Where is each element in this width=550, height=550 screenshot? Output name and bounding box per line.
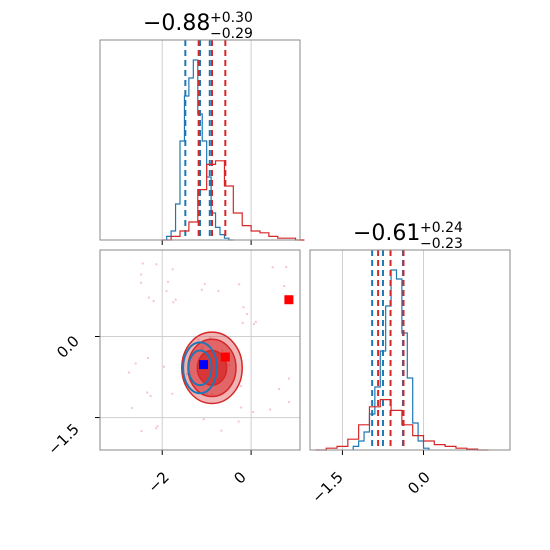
title-bottom-right-minus: −0.23	[420, 236, 463, 252]
scatter-point	[166, 280, 169, 283]
panel-frame	[99, 39, 301, 241]
scatter-point	[134, 362, 137, 365]
scatter-point	[209, 336, 212, 339]
scatter-point	[139, 281, 142, 284]
scatter-point	[155, 427, 158, 430]
scatter-point	[285, 266, 288, 269]
scatter-point	[203, 282, 206, 285]
scatter-point	[252, 323, 255, 326]
y-tick-label-0: 0.0	[53, 332, 83, 362]
scatter-point	[202, 418, 205, 421]
scatter-point	[172, 301, 175, 304]
truth-marker	[220, 352, 230, 362]
scatter-point	[200, 288, 203, 291]
scatter-point	[238, 283, 241, 286]
scatter-point	[146, 391, 149, 394]
title-bottom-right: −0.61	[353, 221, 420, 246]
scatter-point	[147, 356, 150, 359]
scatter-point	[155, 263, 158, 266]
scatter-point	[147, 296, 150, 299]
scatter-point	[127, 371, 130, 374]
scatter-point	[197, 338, 200, 341]
scatter-point	[252, 410, 255, 413]
scatter-point	[156, 425, 159, 428]
histogram-series	[162, 160, 305, 241]
contour-level	[182, 341, 218, 395]
scatter-point	[220, 429, 223, 432]
histogram-series	[352, 269, 430, 450]
panel-top-left	[99, 39, 305, 245]
scatter-point	[186, 373, 189, 376]
scatter-point	[140, 430, 143, 433]
scatter-point	[287, 377, 290, 380]
truth-marker	[284, 295, 294, 305]
scatter-point	[171, 392, 174, 395]
scatter-point	[241, 321, 244, 324]
scatter-point	[269, 408, 272, 411]
x-tick-label-right-1: 0.0	[404, 468, 434, 498]
x-tick-label-right-0: −1.5	[308, 468, 346, 506]
scatter-point	[140, 273, 143, 276]
scatter-point	[171, 268, 174, 271]
histogram-series	[315, 399, 489, 451]
contour-level	[187, 349, 213, 387]
y-tick-label-1: −1.5	[44, 420, 82, 458]
scatter-point	[217, 290, 220, 293]
x-tick-label-left-1: 0	[230, 468, 249, 487]
scatter-point	[152, 300, 155, 303]
panel-frame	[99, 249, 301, 451]
scatter-point	[278, 388, 281, 391]
scatter-point	[288, 401, 291, 404]
x-tick-label-left-0: −2	[144, 468, 172, 496]
scatter-point	[246, 313, 249, 316]
scatter-point	[130, 407, 133, 410]
panel-frame	[309, 249, 511, 451]
title-top-left-plus: +0.30	[210, 10, 253, 26]
scatter-point	[242, 306, 245, 309]
scatter-point	[271, 266, 274, 269]
scatter-point	[254, 320, 257, 323]
scatter-point	[283, 284, 286, 287]
title-top-left-minus: −0.29	[210, 26, 253, 42]
panel-bottom-left	[95, 249, 301, 455]
title-bottom-right-plus: +0.24	[420, 220, 463, 236]
scatter-point	[237, 420, 240, 423]
scatter-point	[163, 365, 166, 368]
title-top-left: −0.88	[143, 11, 210, 36]
scatter-point	[240, 406, 243, 409]
scatter-point	[165, 290, 168, 293]
scatter-point	[174, 298, 177, 301]
panel-bottom-right	[309, 249, 511, 455]
scatter-point	[149, 395, 152, 398]
scatter-point	[240, 385, 243, 388]
scatter-point	[141, 262, 144, 265]
truth-marker	[199, 360, 209, 370]
